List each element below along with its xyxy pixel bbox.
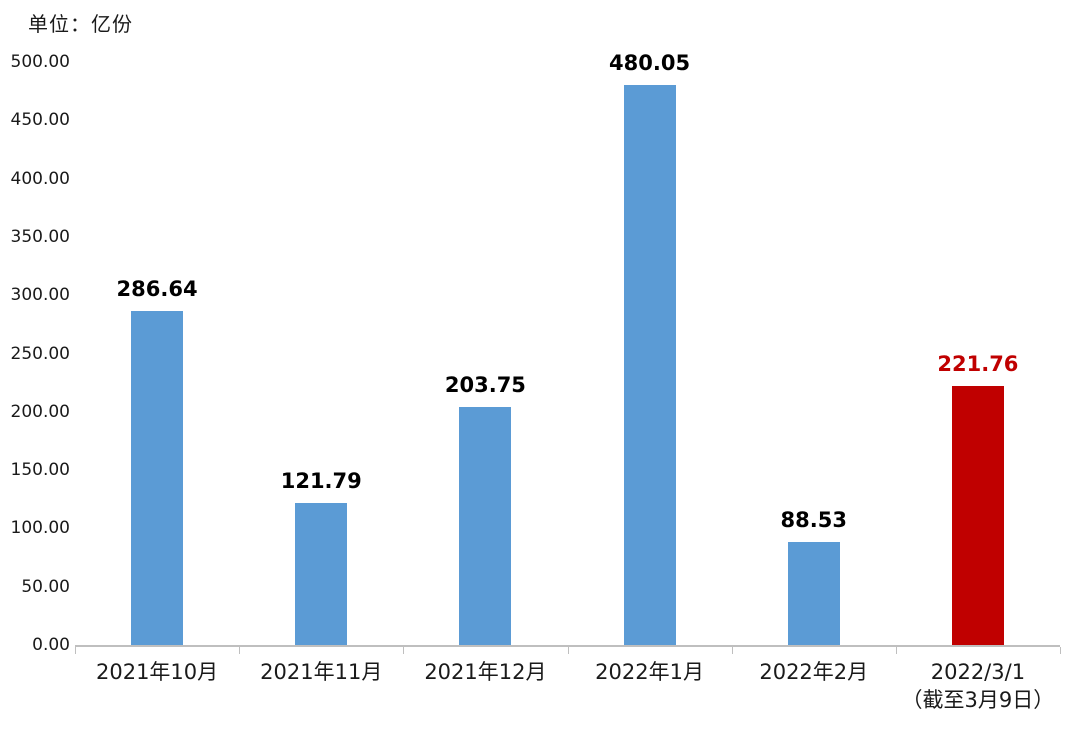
bar-highlight <box>951 386 1004 645</box>
unit-label: 单位：亿份 <box>28 12 133 36</box>
x-axis-tick <box>567 647 569 654</box>
bar-series <box>295 503 348 645</box>
data-label: 480.05 <box>609 51 691 75</box>
y-axis-tick-label: 450.00 <box>10 110 70 131</box>
y-axis-tick-label: 200.00 <box>10 401 70 422</box>
y-axis-tick-label: 500.00 <box>10 52 70 72</box>
x-axis-category-label: 2021年10月 <box>95 660 219 684</box>
x-axis-tick <box>1060 647 1061 654</box>
x-axis-category-label: 2022年1月 <box>595 660 704 684</box>
y-axis-tick-label: 0.00 <box>32 635 70 655</box>
data-label: 88.53 <box>780 508 847 532</box>
y-axis-tick-label: 250.00 <box>10 343 70 364</box>
data-label: 121.79 <box>280 469 362 493</box>
x-axis-tick <box>75 647 76 654</box>
y-axis-tick-label: 350.00 <box>10 226 70 247</box>
y-axis-tick-label: 100.00 <box>10 518 70 539</box>
x-axis-tick <box>239 647 241 654</box>
bar-series <box>623 85 676 645</box>
x-axis-category-label: 2022/3/1 （截至3月9日） <box>901 660 1055 712</box>
y-axis-tick-label: 50.00 <box>21 576 70 597</box>
x-axis-tick <box>731 647 733 654</box>
data-label: 221.76 <box>937 352 1019 376</box>
bar-series <box>459 407 512 645</box>
x-axis-category-label: 2021年11月 <box>260 660 383 684</box>
y-axis-tick-label: 400.00 <box>10 168 70 189</box>
x-axis-category-label: 2021年12月 <box>424 660 547 684</box>
y-axis-tick-label: 300.00 <box>10 285 70 306</box>
data-label: 286.64 <box>116 277 198 301</box>
x-axis-category-label: 2022年2月 <box>759 660 869 684</box>
bar-series <box>787 542 840 645</box>
bar-series <box>131 311 184 645</box>
x-axis-line <box>75 645 1060 647</box>
x-axis-tick <box>403 647 405 654</box>
x-axis-tick <box>895 647 897 654</box>
y-axis-tick-label: 150.00 <box>10 460 70 481</box>
data-label: 203.75 <box>444 373 526 397</box>
